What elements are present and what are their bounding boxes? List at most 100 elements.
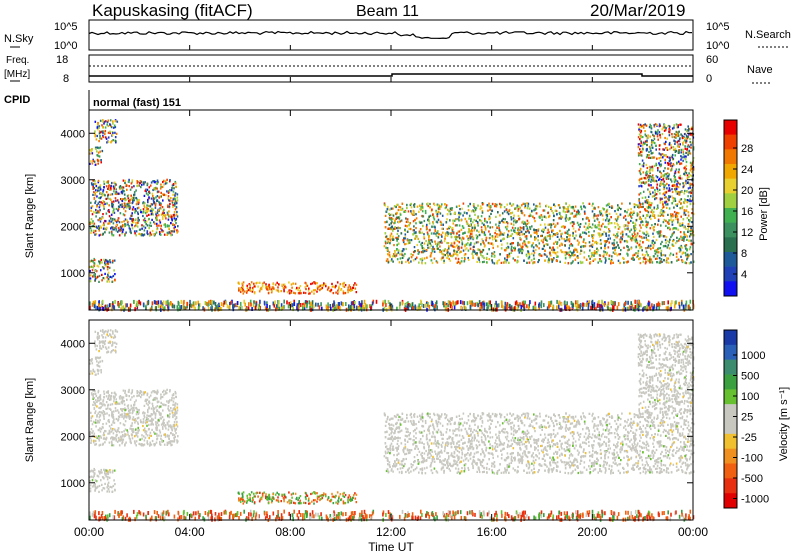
power-point bbox=[151, 203, 154, 206]
power-point bbox=[555, 259, 558, 262]
power-point bbox=[404, 233, 407, 236]
power-point bbox=[657, 167, 659, 170]
power-point bbox=[516, 259, 519, 262]
power-point bbox=[110, 188, 112, 191]
power-point bbox=[421, 258, 424, 261]
power-point bbox=[683, 239, 685, 242]
power-point bbox=[423, 257, 426, 260]
power-point bbox=[542, 241, 544, 244]
power-point bbox=[166, 231, 169, 234]
power-point bbox=[528, 256, 531, 259]
power-point bbox=[391, 221, 393, 224]
power-point bbox=[115, 140, 117, 143]
power-point bbox=[522, 220, 524, 223]
power-point bbox=[681, 134, 684, 137]
power-point bbox=[665, 260, 668, 263]
power-point bbox=[437, 230, 439, 233]
power-point bbox=[476, 221, 479, 224]
power-point bbox=[436, 245, 438, 248]
power-point bbox=[169, 232, 172, 235]
power-point bbox=[260, 288, 263, 291]
power-point bbox=[129, 188, 132, 191]
power-point bbox=[99, 184, 102, 187]
power-point bbox=[526, 219, 529, 222]
power-point bbox=[551, 229, 553, 232]
power-point bbox=[397, 242, 400, 245]
power-point bbox=[384, 232, 387, 235]
power-point bbox=[264, 306, 267, 311]
power-point bbox=[488, 300, 490, 305]
power-point bbox=[510, 216, 512, 219]
power-point bbox=[288, 292, 291, 295]
power-point bbox=[114, 131, 116, 134]
power-point bbox=[153, 221, 155, 224]
power-point bbox=[549, 235, 551, 238]
power-point bbox=[384, 214, 387, 217]
power-point bbox=[583, 210, 586, 213]
power-point bbox=[242, 288, 245, 291]
power-point bbox=[491, 259, 493, 262]
power-point bbox=[427, 217, 430, 220]
power-point bbox=[92, 220, 94, 223]
power-point bbox=[171, 201, 174, 204]
power-point bbox=[401, 202, 404, 205]
power-point bbox=[647, 221, 649, 224]
power-point bbox=[659, 230, 662, 233]
power-point bbox=[504, 257, 506, 260]
power-point bbox=[615, 252, 617, 255]
power-point bbox=[629, 213, 631, 216]
power-point bbox=[94, 135, 96, 138]
power-point bbox=[597, 232, 600, 235]
power-point bbox=[99, 209, 101, 212]
power-point bbox=[174, 180, 177, 184]
power-point bbox=[430, 252, 433, 255]
power-point bbox=[567, 210, 570, 213]
power-point bbox=[559, 260, 561, 263]
power-point bbox=[491, 235, 494, 238]
power-point bbox=[667, 226, 669, 230]
power-point bbox=[162, 210, 165, 213]
power-point bbox=[678, 134, 680, 137]
power-point bbox=[553, 248, 555, 251]
power-point bbox=[659, 232, 661, 235]
power-point bbox=[532, 254, 535, 257]
power-point bbox=[617, 231, 619, 234]
power-point bbox=[578, 241, 580, 244]
power-point bbox=[670, 261, 673, 264]
power-point bbox=[89, 280, 92, 283]
power-point bbox=[548, 261, 550, 264]
power-point bbox=[683, 237, 685, 240]
power-point bbox=[665, 219, 667, 222]
power-point bbox=[100, 196, 102, 199]
power-point bbox=[634, 222, 636, 225]
power-point bbox=[451, 208, 453, 211]
power-point bbox=[138, 232, 140, 235]
power-point bbox=[118, 186, 121, 189]
power-point bbox=[100, 192, 102, 195]
power-point bbox=[646, 223, 648, 226]
power-point bbox=[173, 226, 175, 230]
power-point bbox=[158, 224, 160, 227]
power-point bbox=[477, 224, 479, 227]
power-point bbox=[434, 226, 436, 229]
power-point bbox=[656, 123, 658, 126]
power-point bbox=[103, 180, 105, 183]
power-point bbox=[151, 301, 154, 306]
power-point bbox=[98, 200, 101, 204]
power-point bbox=[311, 290, 313, 293]
power-point bbox=[662, 156, 664, 159]
power-point bbox=[464, 231, 466, 234]
power-point bbox=[424, 262, 427, 265]
power-point bbox=[671, 232, 674, 235]
power-point bbox=[512, 307, 514, 312]
power-point bbox=[490, 242, 493, 245]
power-point bbox=[111, 219, 114, 222]
power-point bbox=[163, 211, 165, 215]
power-point bbox=[421, 250, 424, 253]
power-point bbox=[111, 232, 113, 235]
power-point bbox=[668, 141, 671, 145]
power-point bbox=[652, 213, 655, 216]
power-point bbox=[547, 259, 549, 262]
power-point bbox=[98, 211, 100, 214]
power-point bbox=[90, 229, 93, 232]
